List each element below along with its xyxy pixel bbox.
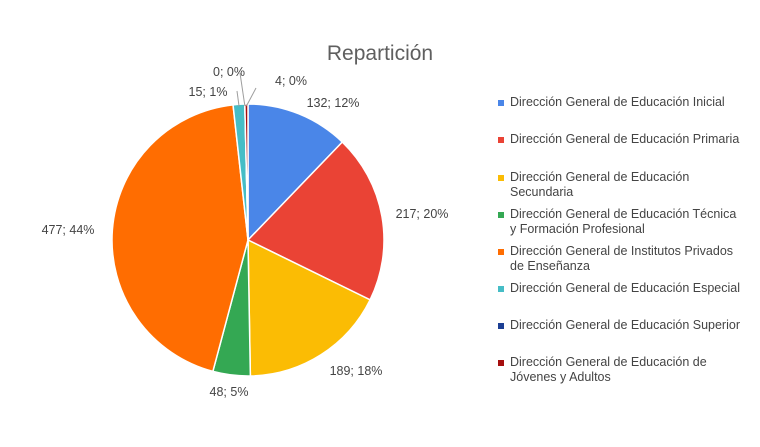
legend-item: Dirección General de Educación Inicial [498,95,753,110]
legend-item: Dirección General de Educación Superior [498,318,753,333]
slice-data-label: 217; 20% [396,207,449,221]
pie-slice [247,103,344,242]
legend-swatch [498,323,504,329]
legend-swatch [498,100,504,106]
slice-data-label: 15; 1% [189,85,228,99]
slice-data-label: 132; 12% [307,96,360,110]
slice-data-label: 4; 0% [275,74,307,88]
legend-label: Dirección General de Educación Inicial [510,95,725,109]
legend-swatch [498,175,504,181]
legend-label: Dirección General de Institutos Privados… [510,244,734,273]
slice-data-label: 48; 5% [210,385,249,399]
label-leader-line [236,90,240,107]
pie-slice [247,238,372,377]
legend-item: Dirección General de Educación Técnica y … [498,207,753,237]
legend-item: Dirección General de Educación Secundaria [498,170,753,200]
legend-label: Dirección General de Educación Especial [510,281,740,295]
legend-swatch [498,137,504,143]
legend-label: Dirección General de Educación Superior [510,318,740,332]
legend-label: Dirección General de Educación Secundaria [510,170,690,199]
legend-label: Dirección General de Educación Técnica y … [510,207,737,236]
legend-swatch [498,212,504,218]
legend-item: Dirección General de Institutos Privados… [498,244,753,274]
legend-label: Dirección General de Educación Primaria [510,132,740,146]
legend-swatch [498,360,504,366]
legend-item: Dirección General de Educación Primaria [498,132,753,147]
pie-slice [111,103,249,373]
legend-item: Dirección General de Educación de Jóvenes… [498,355,753,385]
slice-data-label: 0; 0% [213,65,245,79]
chart-title: Repartición [326,42,434,65]
label-leader-line [246,87,257,107]
legend-item: Dirección General de Educación Especial [498,281,753,296]
legend-label: Dirección General de Educación de Jóvenes… [510,355,707,384]
slice-data-label: 477; 44% [42,223,95,237]
label-leader-line [239,72,246,107]
legend-swatch [498,286,504,292]
legend-swatch [498,249,504,255]
pie-slice [246,140,385,301]
slice-data-label: 189; 18% [330,364,383,378]
